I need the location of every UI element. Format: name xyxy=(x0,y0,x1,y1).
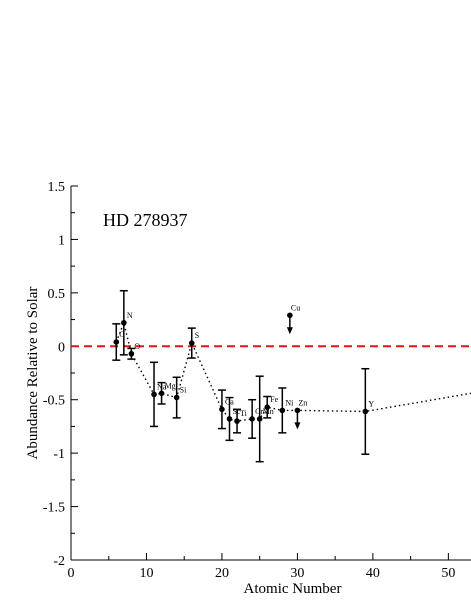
element-label: N xyxy=(127,311,133,320)
data-marker xyxy=(362,408,369,415)
data-point-si xyxy=(172,376,181,419)
element-label: Na xyxy=(157,382,167,391)
data-marker xyxy=(128,350,135,357)
star-name-annotation: HD 278937 xyxy=(103,210,188,230)
data-point-o xyxy=(127,347,136,360)
y-tick-label: 1.5 xyxy=(48,180,66,195)
element-label: Ca xyxy=(225,397,234,406)
y-tick-label: 1 xyxy=(58,233,65,248)
data-marker xyxy=(113,339,120,345)
x-tick-label: 0 xyxy=(68,566,75,581)
data-point-ca xyxy=(217,389,226,430)
data-marker xyxy=(158,390,165,397)
data-marker xyxy=(264,404,271,410)
x-tick-label: 30 xyxy=(290,566,304,581)
element-label: Ti xyxy=(240,409,248,418)
data-marker xyxy=(279,407,286,414)
data-marker xyxy=(256,416,263,422)
upper-limit-cu xyxy=(286,312,293,335)
data-marker xyxy=(173,394,180,401)
x-tick-label: 40 xyxy=(366,566,380,581)
element-label: Fe xyxy=(270,395,278,404)
y-axis-label: Abundance Relative to Solar xyxy=(25,287,41,460)
element-label: Cr xyxy=(255,407,263,416)
x-tick-label: 50 xyxy=(441,566,455,581)
data-marker xyxy=(226,416,233,422)
y-tick-label: 0.5 xyxy=(48,287,66,302)
limit-arrow-head xyxy=(286,327,293,335)
data-point-c xyxy=(112,323,121,361)
data-point-s xyxy=(187,327,196,359)
data-point-na xyxy=(150,361,159,428)
y-tick-label: 0 xyxy=(58,340,65,355)
y-tick-label: -2 xyxy=(53,554,65,569)
data-marker xyxy=(188,340,195,346)
data-point-y xyxy=(361,367,370,455)
data-point-mn xyxy=(255,375,264,463)
x-axis-label: Atomic Number xyxy=(244,581,342,597)
element-label: Si xyxy=(180,386,187,395)
element-label: Zn xyxy=(298,398,307,407)
data-point-fe xyxy=(263,395,272,419)
upper-limit-zn xyxy=(294,407,301,430)
element-label: O xyxy=(134,342,140,351)
x-tick-label: 20 xyxy=(215,566,229,581)
data-point-sc xyxy=(225,396,234,442)
y-tick-label: -0.5 xyxy=(43,394,65,409)
element-label: Sc xyxy=(232,407,240,416)
element-label: S xyxy=(195,331,199,340)
y-tick-label: -1 xyxy=(53,447,65,462)
y-tick-label: -1.5 xyxy=(43,501,65,516)
data-point-n xyxy=(119,289,128,356)
data-point-ni xyxy=(278,387,287,434)
element-label: Mn xyxy=(263,407,274,416)
trend-line xyxy=(115,320,471,422)
element-label: C xyxy=(119,330,124,339)
data-marker xyxy=(249,416,255,422)
limit-arrow-head xyxy=(294,422,301,430)
data-marker xyxy=(234,418,240,424)
data-marker xyxy=(151,391,157,398)
element-label: Cu xyxy=(291,303,300,312)
element-label: Mg xyxy=(165,381,176,390)
data-point-mg xyxy=(157,381,166,405)
x-tick-label: 10 xyxy=(139,566,153,581)
element-label: Ni xyxy=(285,398,294,407)
data-marker xyxy=(121,319,127,326)
data-marker xyxy=(219,406,225,413)
data-point-ti xyxy=(233,408,242,434)
element-label: Y xyxy=(368,399,374,408)
data-point-cr xyxy=(248,398,257,439)
